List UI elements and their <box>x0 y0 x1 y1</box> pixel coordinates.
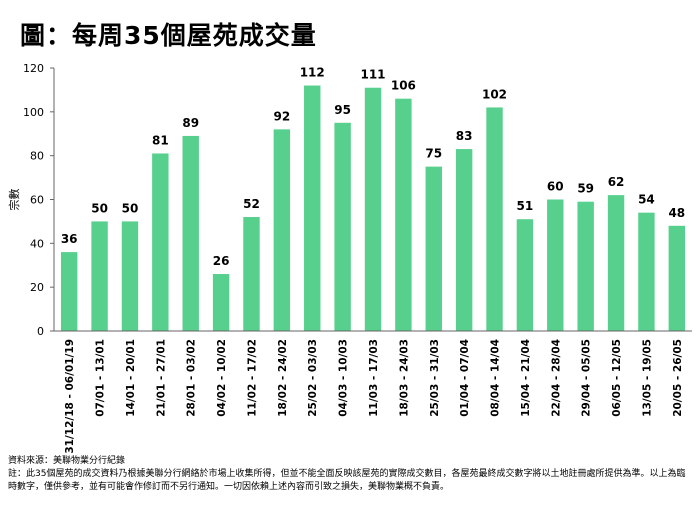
x-tick-label: 25/02 - 03/03 <box>307 339 319 417</box>
bar <box>607 195 625 331</box>
bar <box>273 129 291 331</box>
x-tick-label: 04/03 - 10/03 <box>338 339 350 417</box>
bar <box>152 153 169 331</box>
x-tick-label: 31/12/18 - 06/01/19 <box>64 339 76 454</box>
data-label: 48 <box>668 206 685 220</box>
y-tick-label: 20 <box>30 281 44 294</box>
data-label: 112 <box>300 66 325 80</box>
data-label: 50 <box>122 201 139 215</box>
bar <box>638 212 655 331</box>
y-axis-label: 宗數 <box>7 189 21 211</box>
x-tick-label: 18/02 - 24/02 <box>277 339 289 417</box>
y-tick-label: 0 <box>37 325 44 338</box>
bar <box>668 225 686 331</box>
bar <box>547 199 564 331</box>
x-tick-label: 06/05 - 12/05 <box>611 339 623 417</box>
x-tick-label: 20/05 - 26/05 <box>672 339 684 417</box>
x-tick-label: 07/01 - 13/01 <box>95 339 107 417</box>
bar <box>395 98 412 331</box>
data-label: 50 <box>91 201 108 215</box>
y-tick-label: 100 <box>23 106 44 119</box>
bar <box>455 149 473 331</box>
x-tick-label: 22/04 - 28/04 <box>550 339 562 417</box>
x-tick-label: 11/03 - 17/03 <box>368 339 380 417</box>
x-tick-label: 25/03 - 31/03 <box>429 339 441 417</box>
y-tick-label: 40 <box>30 237 44 250</box>
data-labels: 36 50 50 81 89 26 52 92 112 95 111 106 75 83 102 51 60 59… <box>61 66 685 268</box>
x-tick-label: 14/01 - 20/01 <box>125 339 137 417</box>
x-tick-label: 29/04 - 05/05 <box>581 339 593 417</box>
disclaimer-note: 註：此35個屋苑的成交資料乃根據美聯分行網絡於市場上收集所得，但並不能全面反映該… <box>8 469 686 492</box>
x-tick-label: 01/04 - 07/04 <box>459 339 471 417</box>
bar <box>364 87 382 331</box>
bar <box>243 217 260 331</box>
data-label: 92 <box>274 109 291 123</box>
data-label: 111 <box>360 68 385 82</box>
bars <box>60 85 686 332</box>
bar <box>486 107 503 331</box>
bar-chart: 0 20 40 60 80 100 120 36 50 50 81 89 26 52 92 112 95 111… <box>7 62 692 454</box>
data-label: 26 <box>213 254 230 268</box>
data-label: 106 <box>391 79 416 93</box>
x-tick-label: 15/04 - 21/04 <box>520 339 532 417</box>
y-tick-label: 80 <box>30 150 44 163</box>
bar <box>212 274 230 331</box>
chart-title: 圖：每周35個屋苑成交量 <box>20 21 317 50</box>
data-label: 59 <box>577 182 594 196</box>
data-label: 62 <box>608 175 625 189</box>
data-label: 83 <box>456 129 473 143</box>
y-tick-label: 120 <box>23 62 44 75</box>
bar <box>577 201 594 331</box>
x-axis: 31/12/18 - 06/01/19 07/01 - 13/01 14/01 - … <box>54 330 692 454</box>
x-tick-label: 04/02 - 10/02 <box>216 339 228 417</box>
bar <box>91 221 108 331</box>
source-notes: 資料來源：美聯物業分行紀錄 註：此35個屋苑的成交資料乃根據美聯分行網絡於市場上… <box>8 455 694 494</box>
x-tick-label: 13/05 - 19/05 <box>641 339 653 417</box>
data-label: 75 <box>425 147 442 161</box>
data-label: 60 <box>547 180 564 194</box>
bar <box>304 85 321 332</box>
y-tick-label: 60 <box>30 194 44 207</box>
data-label: 52 <box>243 197 260 211</box>
data-label: 81 <box>152 133 169 147</box>
bar <box>121 221 139 331</box>
x-tick-label: 08/04 - 14/04 <box>490 339 502 417</box>
data-label: 54 <box>638 193 655 207</box>
data-label: 51 <box>517 199 534 213</box>
bar <box>425 166 442 331</box>
y-axis: 0 20 40 60 80 100 120 <box>23 62 55 338</box>
data-label: 95 <box>334 103 351 117</box>
x-tick-label: 11/02 - 17/02 <box>246 339 258 417</box>
source-line: 資料來源：美聯物業分行紀錄 <box>8 456 126 466</box>
data-label: 36 <box>61 232 78 246</box>
bar <box>516 219 534 331</box>
bar <box>182 135 199 331</box>
data-label: 89 <box>182 116 199 130</box>
x-tick-label: 28/01 - 03/02 <box>186 339 198 417</box>
bar <box>334 122 351 332</box>
bar <box>60 252 78 331</box>
x-tick-label: 21/01 - 27/01 <box>155 339 167 417</box>
x-tick-label: 18/03 - 24/03 <box>398 339 410 417</box>
data-label: 102 <box>482 87 507 101</box>
